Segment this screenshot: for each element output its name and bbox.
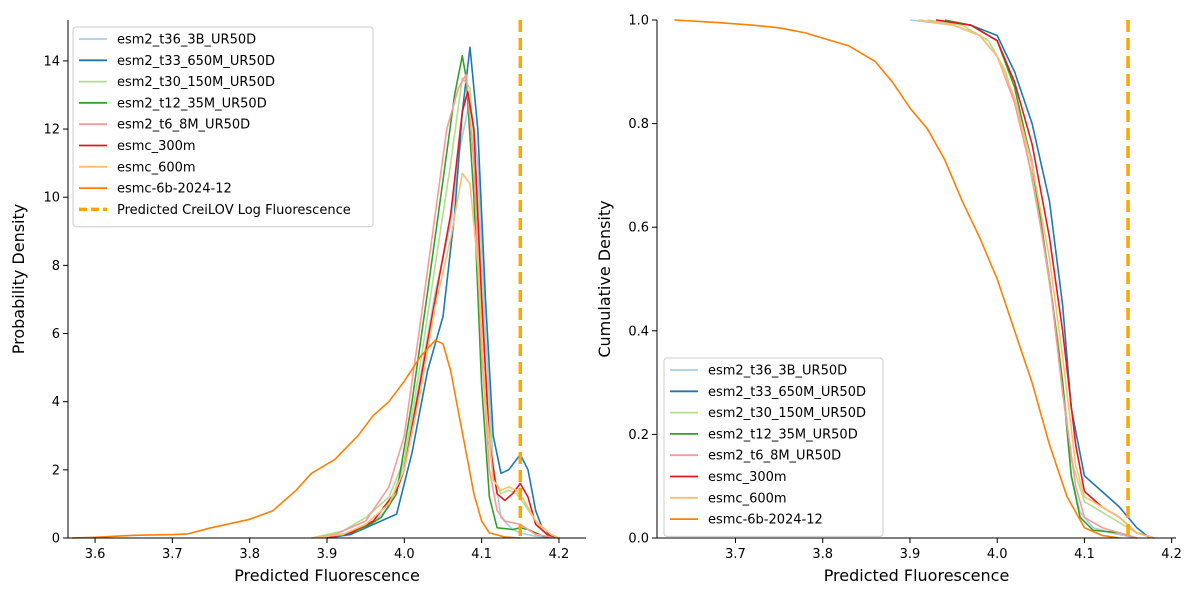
series-line-esmc-300m [326, 90, 560, 539]
legend-label-esmc-300m: esmc_300m [708, 470, 787, 485]
x-tick-label: 3.9 [900, 547, 921, 562]
y-tick-label: 4 [52, 395, 60, 410]
y-tick-label: 0.6 [628, 221, 649, 236]
x-tick-label: 4.0 [394, 547, 415, 562]
legend-label-esm2-t36-3b-ur50d: esm2_t36_3B_UR50D [708, 364, 847, 379]
series-line-esmc-600m [918, 19, 1155, 539]
legend-label-esm2-t33-650m-ur50d: esm2_t33_650M_UR50D [117, 54, 275, 69]
y-tick-label: 6 [52, 327, 60, 342]
x-tick-label: 3.8 [239, 547, 260, 562]
series-line-esmc-300m [935, 19, 1155, 539]
y-tick-label: 8 [52, 259, 60, 274]
series-line-esmc-600m [311, 172, 560, 539]
x-tick-label: 3.6 [85, 547, 106, 562]
x-tick-label: 4.2 [1161, 547, 1182, 562]
y-tick-label: 0.8 [628, 117, 649, 132]
y-tick-label: 1.0 [628, 14, 649, 29]
x-tick-label: 4.1 [471, 547, 492, 562]
legend-label-esm2-t30-150m-ur50d: esm2_t30_150M_UR50D [117, 75, 275, 90]
series-line-esm2-t12-35m-ur50d [944, 19, 1137, 539]
legend-label-esm2-t6-8m-ur50d: esm2_t6_8M_UR50D [117, 118, 250, 133]
x-tick-label: 4.1 [1074, 547, 1095, 562]
legend-label-esm2-t6-8m-ur50d: esm2_t6_8M_UR50D [708, 449, 841, 464]
y-tick-label: 10 [43, 191, 60, 206]
legend-label-esmc-600m: esmc_600m [117, 160, 196, 175]
legend-label-predicted-creilov-log-fluorescence: Predicted CreiLOV Log Fluorescence [117, 203, 351, 218]
legend-label-esm2-t33-650m-ur50d: esm2_t33_650M_UR50D [708, 385, 866, 400]
x-axis-label: Predicted Fluorescence [824, 566, 1010, 585]
x-tick-label: 3.9 [317, 547, 338, 562]
y-tick-label: 0.0 [628, 532, 649, 547]
legend-label-esmc-300m: esmc_300m [117, 139, 196, 154]
series-line-esm2-t33-650m-ur50d [326, 46, 560, 539]
legend-label-esmc-6b-2024-12: esmc-6b-2024-12 [708, 513, 823, 528]
x-tick-label: 4.0 [987, 547, 1008, 562]
y-tick-label: 0 [52, 532, 60, 547]
legend: esm2_t36_3B_UR50D esm2_t33_650M_UR50D esm2… [72, 26, 374, 228]
y-axis-label: Cumulative Density [595, 200, 614, 357]
y-tick-label: 2 [52, 463, 60, 478]
x-tick-label: 4.2 [549, 547, 570, 562]
series-line-esm2-t6-8m-ur50d [311, 73, 560, 539]
legend-label-esm2-t12-35m-ur50d: esm2_t12_35M_UR50D [708, 427, 858, 442]
legend-label-esm2-t36-3b-ur50d: esm2_t36_3B_UR50D [117, 33, 256, 48]
series-line-esmc-6b-2024-12 [674, 19, 1120, 539]
y-tick-label: 12 [43, 123, 60, 138]
x-tick-label: 3.7 [725, 547, 746, 562]
y-tick-label: 14 [43, 54, 60, 69]
x-axis-label: Predicted Fluorescence [234, 566, 420, 585]
legend: esm2_t36_3B_UR50D esm2_t33_650M_UR50D esm2… [663, 357, 884, 537]
legend-label-esm2-t30-150m-ur50d: esm2_t30_150M_UR50D [708, 406, 866, 421]
series-line-esmc-6b-2024-12 [71, 339, 521, 539]
series-line-esm2-t30-150m-ur50d [927, 19, 1155, 539]
cumulative-chart-panel: 3.7 3.8 3.9 4.0 4.1 4.2 0.0 0.2 0.4 0.6 0.8 1.0 Pred… [595, 14, 1182, 586]
x-tick-label: 3.8 [812, 547, 833, 562]
legend-label-esm2-t12-35m-ur50d: esm2_t12_35M_UR50D [117, 96, 267, 111]
legend-label-esmc-600m: esmc_600m [708, 491, 787, 506]
density-chart-panel: 3.6 3.7 3.8 3.9 4.0 4.1 4.2 0 2 4 6 8 10 12 14 Predicte… [9, 20, 586, 585]
legend-label-esmc-6b-2024-12: esmc-6b-2024-12 [117, 182, 232, 197]
x-tick-label: 3.7 [162, 547, 183, 562]
y-tick-label: 0.2 [628, 428, 649, 443]
series-line-esm2-t6-8m-ur50d [918, 19, 1137, 539]
legend-box [663, 357, 884, 537]
legend-box [72, 26, 374, 228]
series-line-esm2-t33-650m-ur50d [935, 19, 1151, 539]
y-axis-label: Probability Density [9, 204, 28, 355]
y-tick-label: 0.4 [628, 324, 649, 339]
